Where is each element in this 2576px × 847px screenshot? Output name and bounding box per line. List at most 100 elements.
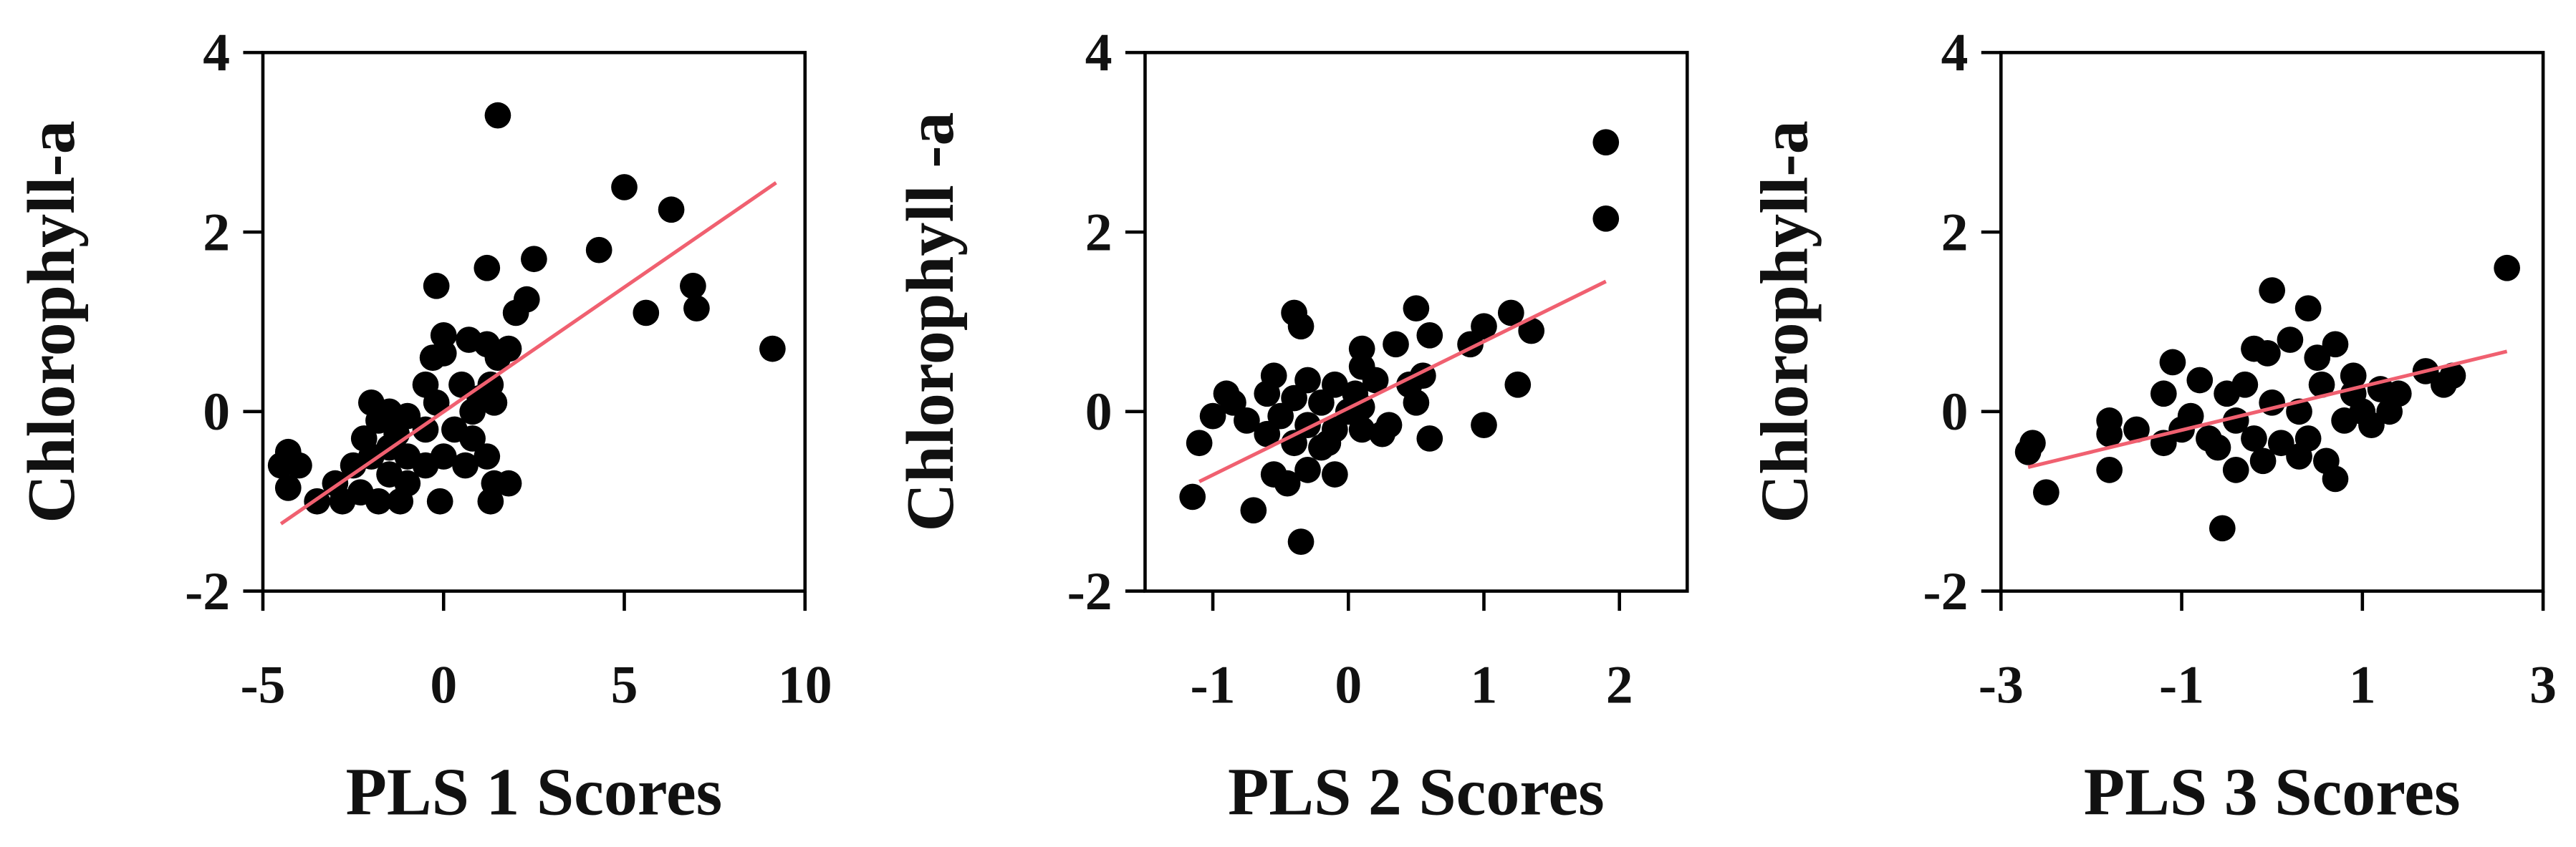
- x-tick-label: -1: [1191, 656, 1236, 715]
- data-point: [430, 321, 457, 349]
- data-point: [1416, 425, 1443, 452]
- data-point: [2277, 326, 2304, 353]
- data-point: [376, 461, 403, 488]
- data-point: [1471, 313, 1497, 340]
- data-point: [340, 452, 367, 479]
- panel: -2 0 2 4 -5 0 5 10 PLS 1 Scores Chlorophyll-a: [14, 24, 832, 830]
- data-point: [477, 488, 504, 515]
- plot-frame: [1143, 51, 1689, 593]
- x-tick-label: 3: [2529, 656, 2557, 715]
- data-point: [1416, 321, 1443, 349]
- data-point: [2259, 277, 2286, 304]
- x-axis-label: PLS 1 Scores: [345, 755, 722, 829]
- data-point: [1199, 402, 1226, 430]
- data-point: [1348, 416, 1375, 443]
- x-tick-label: 5: [611, 656, 638, 715]
- data-point: [1294, 456, 1321, 483]
- data-point: [2376, 398, 2403, 425]
- data-point: [412, 416, 439, 443]
- data-point: [1369, 420, 1395, 447]
- data-point: [1471, 412, 1497, 439]
- data-point: [350, 425, 378, 452]
- data-point: [2186, 367, 2214, 394]
- data-point: [1403, 295, 1430, 322]
- data-point: [412, 452, 439, 479]
- data-point: [633, 299, 660, 326]
- data-point: [2322, 331, 2349, 358]
- data-point: [274, 475, 302, 501]
- y-axis-label: Chlorophyll -a: [893, 112, 968, 531]
- data-point: [1342, 380, 1369, 407]
- data-point: [1254, 420, 1281, 447]
- data-point: [1294, 367, 1321, 394]
- data-point: [1403, 389, 1430, 416]
- data-point: [474, 254, 501, 281]
- x-tick-label: -5: [240, 656, 285, 715]
- data-point: [1497, 299, 1524, 326]
- data-point: [365, 407, 392, 434]
- data-point: [2286, 443, 2312, 470]
- data-point: [452, 452, 479, 479]
- x-tick-label: 10: [778, 656, 832, 715]
- data-point: [513, 286, 540, 313]
- y-tick-label: 0: [203, 382, 230, 442]
- data-point: [1287, 528, 1315, 555]
- plot-frame: [1999, 51, 2545, 593]
- data-point: [459, 425, 486, 452]
- y-tick-label: 0: [1085, 382, 1112, 442]
- data-point: [1274, 470, 1301, 497]
- data-point: [2019, 430, 2046, 457]
- data-point: [2494, 254, 2520, 281]
- data-point: [2249, 447, 2277, 475]
- data-point: [2150, 380, 2177, 407]
- data-point: [495, 470, 522, 497]
- data-point: [2096, 420, 2123, 447]
- y-tick-label: -2: [1067, 562, 1112, 621]
- y-tick-label: -2: [185, 562, 230, 621]
- data-point: [1281, 384, 1307, 412]
- data-point: [286, 452, 312, 479]
- y-tick-label: 2: [203, 203, 230, 262]
- data-point: [426, 488, 453, 515]
- data-point: [2204, 434, 2231, 461]
- data-point: [1504, 371, 1532, 398]
- data-point: [2308, 371, 2335, 398]
- data-point: [1383, 331, 1409, 358]
- x-axis-label: PLS 2 Scores: [1228, 755, 1605, 829]
- y-axis-label: Chlorophyll-a: [1748, 120, 1822, 523]
- data-point: [658, 196, 685, 223]
- data-point: [1322, 461, 1348, 488]
- data-point: [2340, 362, 2367, 389]
- data-point: [329, 488, 356, 515]
- data-point: [419, 344, 446, 371]
- panels: -2 0 2 4 -5 0 5 10 PLS 1 Scores Chlorophyll-a -2 0 2…: [14, 24, 2557, 830]
- data-point: [2331, 407, 2358, 434]
- data-point: [2222, 456, 2249, 483]
- data-point: [1254, 380, 1281, 407]
- data-point: [1308, 434, 1335, 461]
- data-point: [365, 488, 392, 515]
- data-point: [1234, 407, 1260, 434]
- data-point: [1322, 371, 1348, 398]
- data-point: [1267, 402, 1294, 430]
- data-point: [1592, 129, 1620, 156]
- data-point: [423, 272, 450, 299]
- data-point: [1308, 389, 1335, 416]
- data-point: [1240, 497, 1267, 524]
- data-point: [1287, 313, 1315, 340]
- data-point: [474, 443, 501, 470]
- data-point: [2267, 430, 2294, 457]
- data-point: [2322, 465, 2349, 493]
- data-point: [521, 246, 547, 273]
- y-tick-label: 2: [1941, 203, 1969, 262]
- y-tick-label: 4: [203, 24, 230, 83]
- x-axis-label: PLS 3 Scores: [2084, 755, 2461, 829]
- x-tick-label: 0: [430, 656, 457, 715]
- plot-frame: [261, 51, 807, 593]
- y-tick-label: 2: [1085, 203, 1112, 262]
- data-point: [680, 272, 706, 299]
- data-point: [1179, 483, 1206, 510]
- y-tick-label: 4: [1085, 24, 1112, 83]
